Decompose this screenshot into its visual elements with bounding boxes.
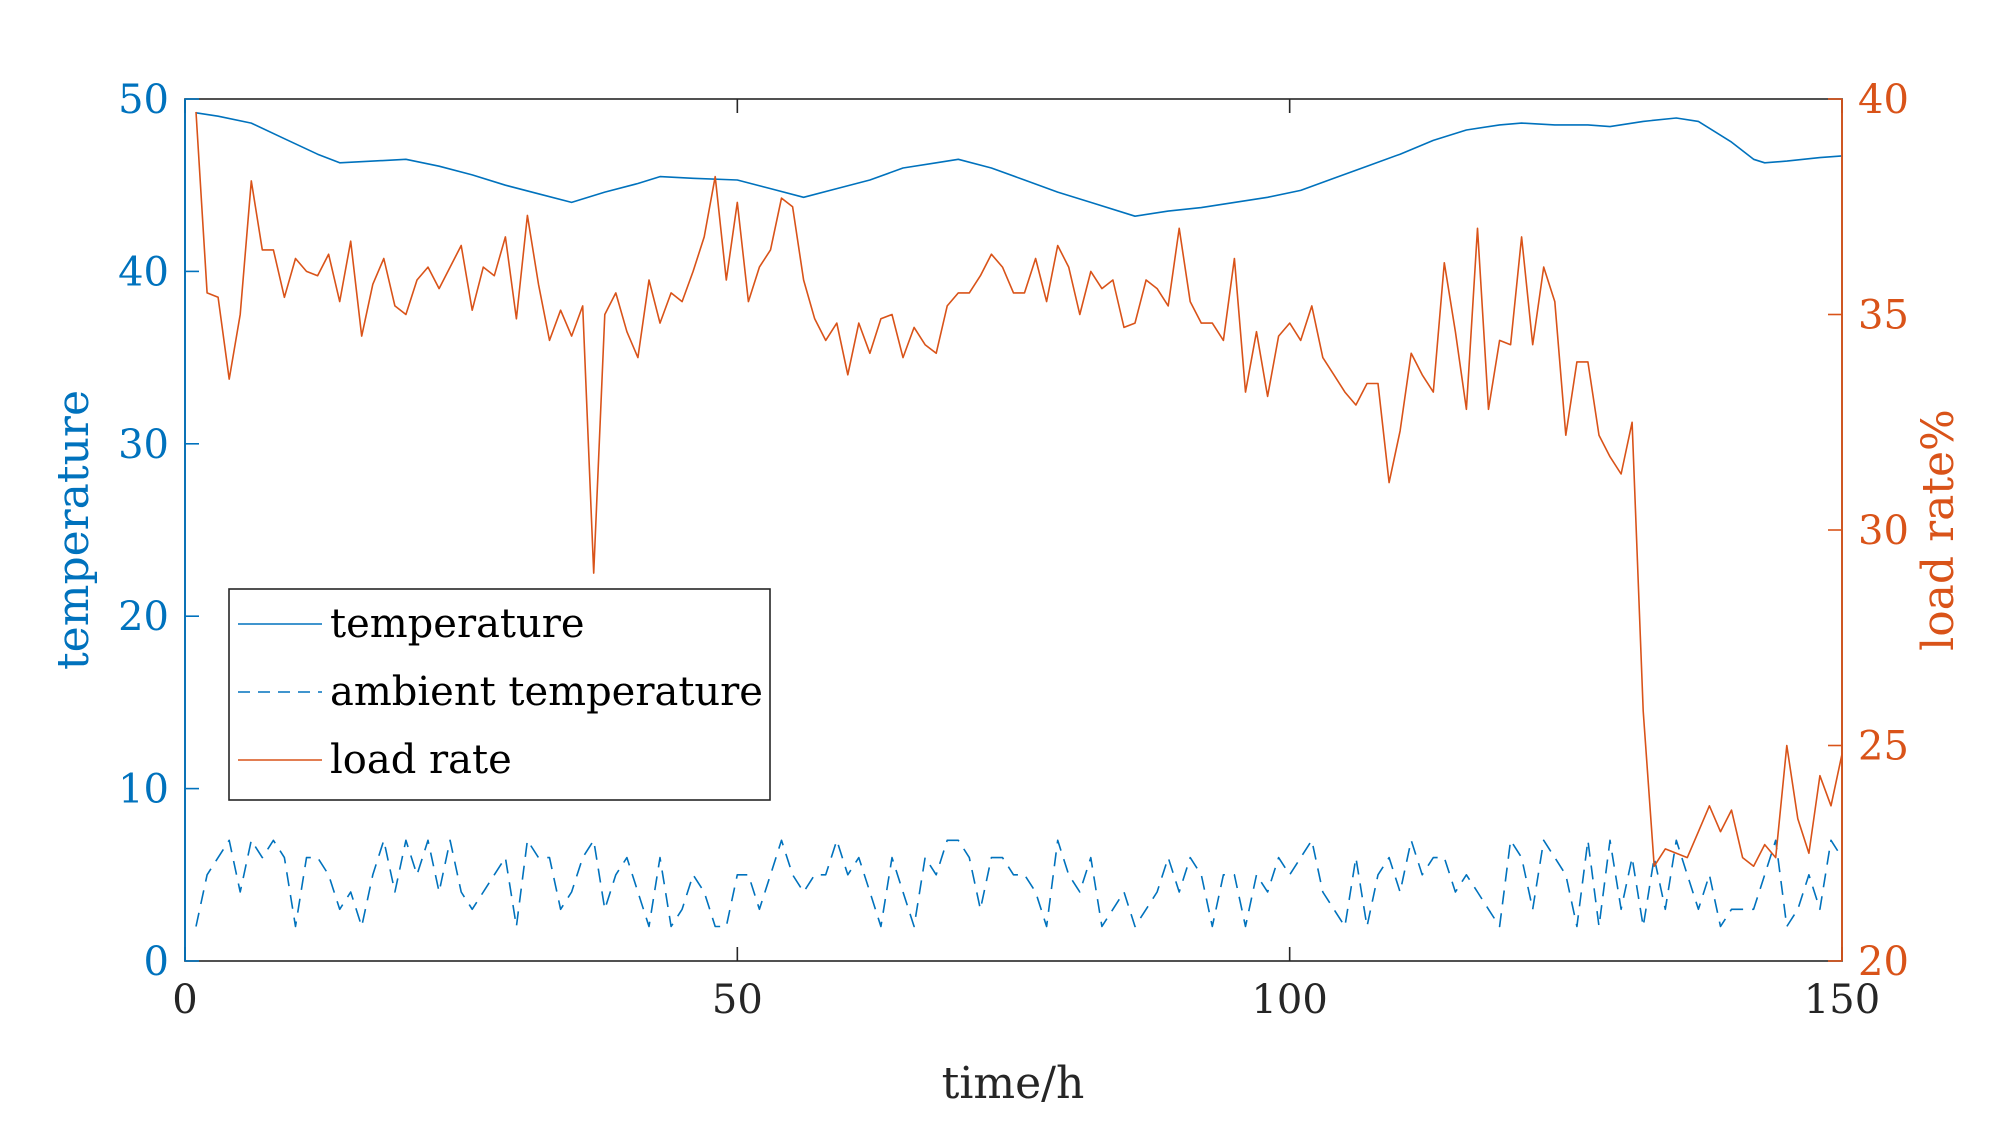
x-axis-title: time/h (942, 1058, 1085, 1109)
y-right-tick-label: 30 (1858, 508, 1909, 554)
y-left-axis-title: temperature (48, 390, 99, 670)
plot-frame (184, 98, 1843, 962)
y-left-tick-label: 10 (118, 767, 169, 813)
y-left-tick-label: 20 (118, 594, 169, 640)
legend-label-temperature: temperature (330, 601, 585, 647)
series-line-temperature (195, 112, 1843, 217)
y-left-tick-label: 40 (118, 249, 169, 295)
y-left-tick-label: 30 (118, 422, 169, 468)
y-right-axis-title: load rate% (1913, 409, 1964, 651)
tick-layer: 0 50 100 150 0 10 20 30 40 50 20 25 30 35 40 (118, 77, 1909, 1023)
legend-label-ambient-temperature: ambient temperature (330, 669, 763, 715)
y-right-tick-label: 25 (1858, 724, 1909, 770)
legend-label-load-rate: load rate (330, 737, 512, 783)
series-line-load-rate (195, 111, 1843, 868)
legend: temperature ambient temperature load rat… (228, 588, 771, 801)
y-left-tick-label: 50 (118, 77, 169, 123)
x-tick-label: 150 (1804, 977, 1880, 1023)
y-right-tick-label: 40 (1858, 77, 1909, 123)
series-line-ambient-temperature (195, 839, 1843, 928)
series-layer (195, 111, 1843, 928)
y-left-tick-label: 0 (144, 939, 169, 985)
x-tick-label: 100 (1251, 977, 1327, 1023)
x-tick-label: 50 (712, 977, 763, 1023)
y-right-tick-label: 35 (1858, 293, 1909, 339)
y-right-tick-label: 20 (1858, 939, 1909, 985)
x-tick-label: 0 (172, 977, 197, 1023)
